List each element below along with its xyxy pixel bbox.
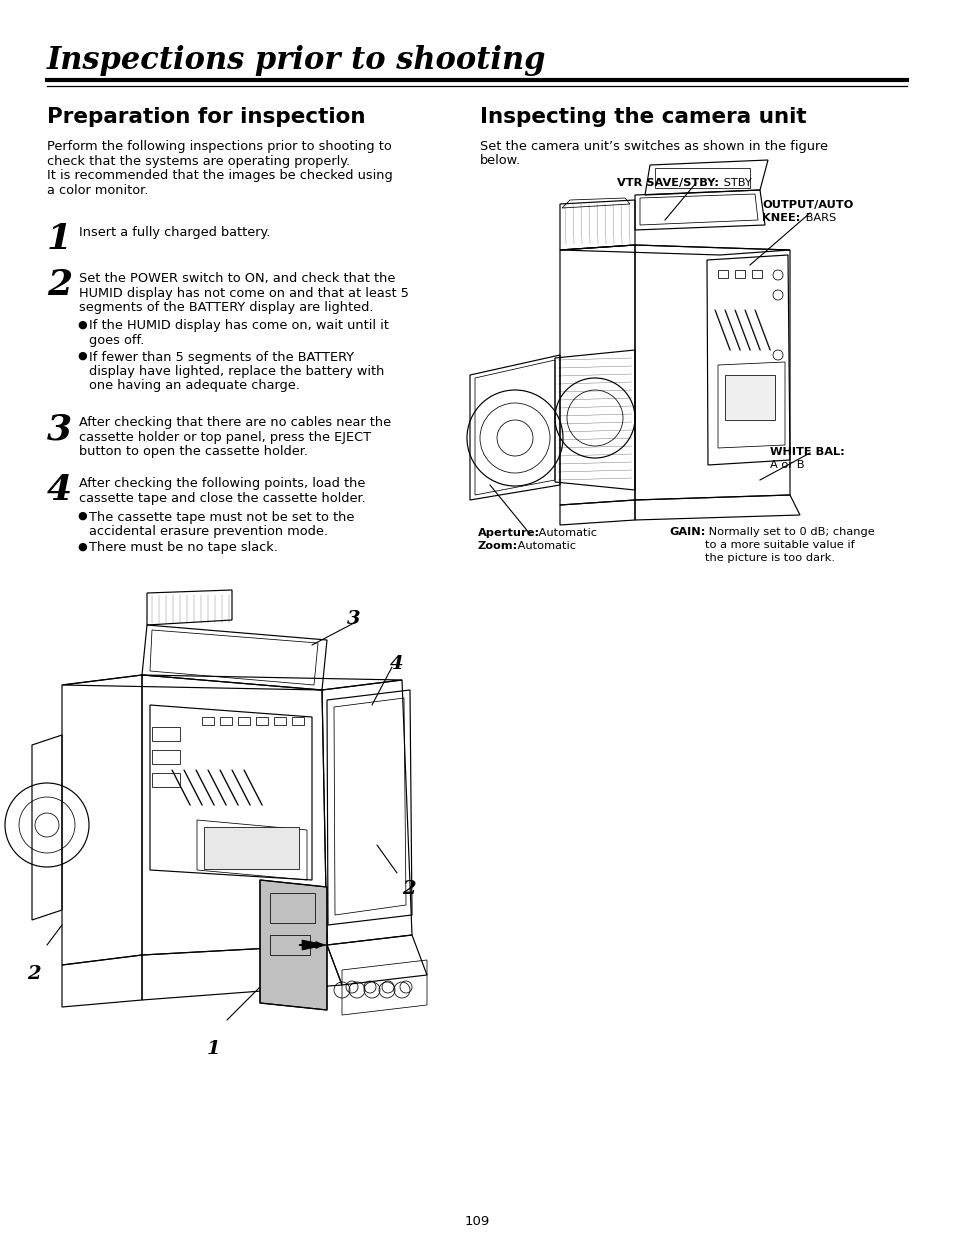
Text: A or B: A or B	[769, 459, 803, 471]
Text: 3: 3	[347, 610, 360, 629]
Bar	[152, 727, 180, 741]
Text: STBY: STBY	[720, 178, 751, 188]
Text: display have lighted, replace the battery with: display have lighted, replace the batter…	[89, 366, 384, 378]
Text: The cassette tape must not be set to the: The cassette tape must not be set to the	[89, 510, 354, 524]
Text: If fewer than 5 segments of the BATTERY: If fewer than 5 segments of the BATTERY	[89, 351, 354, 363]
Text: 109: 109	[464, 1215, 489, 1228]
Text: OUTPUT/AUTO: OUTPUT/AUTO	[761, 200, 853, 210]
Text: ●: ●	[77, 320, 87, 330]
Bar	[655, 168, 749, 188]
Bar	[724, 375, 774, 420]
Text: Insert a fully charged battery.: Insert a fully charged battery.	[79, 226, 270, 240]
Text: Set the POWER switch to ON, and check that the: Set the POWER switch to ON, and check th…	[79, 272, 395, 285]
Text: 4: 4	[47, 473, 72, 508]
Text: It is recommended that the images be checked using: It is recommended that the images be che…	[47, 169, 393, 182]
Text: accidental erasure prevention mode.: accidental erasure prevention mode.	[89, 525, 328, 538]
Text: cassette holder or top panel, press the EJECT: cassette holder or top panel, press the …	[79, 431, 371, 443]
Text: If the HUMID display has come on, wait until it: If the HUMID display has come on, wait u…	[89, 320, 389, 332]
Text: segments of the BATTERY display are lighted.: segments of the BATTERY display are ligh…	[79, 301, 374, 314]
Text: a color monitor.: a color monitor.	[47, 184, 149, 196]
Bar	[255, 718, 268, 725]
Text: After checking that there are no cables near the: After checking that there are no cables …	[79, 416, 391, 429]
Text: 4: 4	[390, 655, 403, 673]
Text: GAIN:: GAIN:	[668, 527, 704, 537]
Text: Preparation for inspection: Preparation for inspection	[47, 107, 365, 127]
Text: Automatic: Automatic	[514, 541, 576, 551]
Text: HUMID display has not come on and that at least 5: HUMID display has not come on and that a…	[79, 287, 409, 300]
Text: ●: ●	[77, 351, 87, 361]
Bar	[274, 718, 286, 725]
Text: 2: 2	[47, 268, 72, 303]
Bar	[292, 718, 304, 725]
Text: VTR SAVE/STBY:: VTR SAVE/STBY:	[617, 178, 719, 188]
Text: goes off.: goes off.	[89, 333, 144, 347]
Text: ●: ●	[77, 541, 87, 552]
Text: WHITE BAL:: WHITE BAL:	[769, 447, 843, 457]
Text: check that the systems are operating properly.: check that the systems are operating pro…	[47, 154, 350, 168]
Bar	[270, 893, 314, 923]
Text: BARS: BARS	[801, 212, 836, 224]
Bar	[152, 773, 180, 787]
Text: Set the camera unit’s switches as shown in the figure: Set the camera unit’s switches as shown …	[479, 140, 827, 153]
Text: After checking the following points, load the: After checking the following points, loa…	[79, 478, 365, 490]
Text: 1: 1	[207, 1040, 220, 1058]
Text: Normally set to 0 dB; change: Normally set to 0 dB; change	[704, 527, 874, 537]
Text: 2: 2	[27, 965, 41, 983]
Text: 2: 2	[401, 881, 416, 898]
Text: Inspections prior to shooting: Inspections prior to shooting	[47, 44, 546, 77]
Text: KNEE:: KNEE:	[761, 212, 800, 224]
Text: 1: 1	[47, 222, 72, 256]
Text: Aperture:: Aperture:	[477, 529, 539, 538]
Text: button to open the cassette holder.: button to open the cassette holder.	[79, 445, 308, 458]
Bar	[751, 270, 761, 278]
Text: ●: ●	[77, 510, 87, 520]
Bar	[237, 718, 250, 725]
Bar	[734, 270, 744, 278]
Text: the picture is too dark.: the picture is too dark.	[704, 553, 834, 563]
Bar	[204, 827, 298, 869]
Bar	[202, 718, 213, 725]
Bar	[152, 750, 180, 764]
Text: below.: below.	[479, 154, 520, 168]
Bar	[718, 270, 727, 278]
Text: Inspecting the camera unit: Inspecting the camera unit	[479, 107, 806, 127]
Text: cassette tape and close the cassette holder.: cassette tape and close the cassette hol…	[79, 492, 365, 505]
Bar	[270, 935, 310, 955]
Text: one having an adequate charge.: one having an adequate charge.	[89, 379, 299, 393]
Text: Perform the following inspections prior to shooting to: Perform the following inspections prior …	[47, 140, 392, 153]
Polygon shape	[302, 940, 327, 950]
Text: 3: 3	[47, 412, 72, 446]
Text: Zoom:: Zoom:	[477, 541, 517, 551]
Text: Automatic: Automatic	[535, 529, 597, 538]
Polygon shape	[260, 881, 327, 1010]
Bar	[220, 718, 232, 725]
Text: to a more suitable value if: to a more suitable value if	[704, 540, 854, 550]
Text: There must be no tape slack.: There must be no tape slack.	[89, 541, 277, 555]
